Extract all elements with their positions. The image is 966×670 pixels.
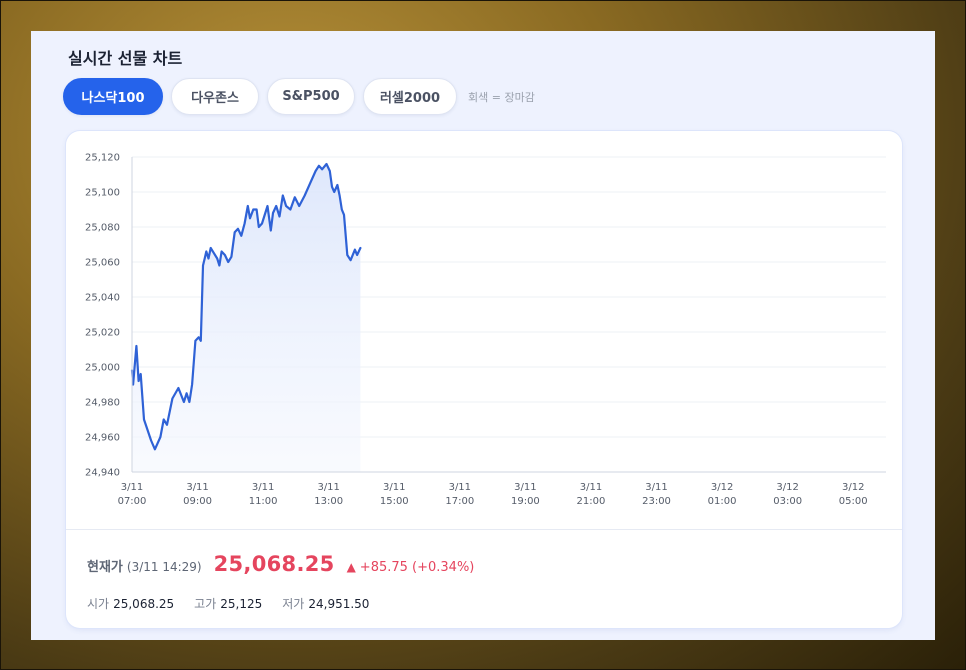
stat-low-value: 24,951.50 [308,597,370,611]
x-tick-date: 3/11 [317,482,339,493]
stat-low: 저가 24,951.50 [282,595,369,612]
y-tick-label: 25,120 [85,153,120,164]
current-price-value: 25,068.25 [213,552,335,576]
y-tick-label: 25,100 [85,188,120,199]
x-tick-date: 3/12 [776,482,798,493]
price-chart[interactable]: 25,120 25,100 25,080 25,060 25,040 25,020 25,0… [66,131,902,529]
stat-open-value: 25,068.25 [113,597,175,611]
x-tick-date: 3/11 [645,482,667,493]
stat-open-label: 시가 [87,597,110,611]
x-tick-time: 11:00 [249,496,278,507]
x-tick-time: 17:00 [445,496,474,507]
y-tick-label: 25,080 [85,223,120,234]
price-change: +85.75 (+0.34%) [359,560,475,575]
closed-market-legend: 회색 = 장마감 [468,90,535,104]
index-tabs: 나스닥100 다우존스 S&P500 러셀2000 회색 = 장마감 [63,78,535,115]
y-tick-label: 25,020 [85,328,120,339]
x-tick-time: 05:00 [839,496,868,507]
tab-dowjones[interactable]: 다우존스 [171,78,259,115]
y-tick-label: 25,000 [85,363,120,374]
stat-open: 시가 25,068.25 [87,595,174,612]
x-tick-time: 09:00 [183,496,212,507]
x-tick-date: 3/11 [186,482,208,493]
x-tick-time: 15:00 [380,496,409,507]
up-arrow-icon: ▲ [346,560,356,574]
page-title: 실시간 선물 차트 [68,49,183,68]
y-tick-label: 24,940 [85,468,120,479]
x-tick-date: 3/11 [252,482,274,493]
current-price-time: (3/11 14:29) [126,560,202,574]
x-tick-time: 23:00 [642,496,671,507]
chart-card: 25,120 25,100 25,080 25,060 25,040 25,020 25,0… [66,131,902,628]
y-tick-label: 24,960 [85,433,120,444]
x-tick-time: 01:00 [708,496,737,507]
x-tick-time: 03:00 [773,496,802,507]
price-area [132,164,361,472]
y-tick-label: 25,040 [85,293,120,304]
tab-nasdaq100[interactable]: 나스닥100 [63,78,163,115]
x-tick-time: 21:00 [577,496,606,507]
x-tick-date: 3/12 [711,482,733,493]
stat-high-value: 25,125 [220,597,263,611]
x-tick-time: 19:00 [511,496,540,507]
divider [66,529,902,530]
futures-chart-panel: 실시간 선물 차트 나스닥100 다우존스 S&P500 러셀2000 회색 =… [31,31,935,640]
tab-sp500[interactable]: S&P500 [267,78,355,115]
y-tick-label: 24,980 [85,398,120,409]
current-price-label: 현재가 [87,560,123,575]
stat-high: 고가 25,125 [194,595,262,612]
x-tick-time: 13:00 [314,496,343,507]
stat-low-label: 저가 [282,597,305,611]
x-tick-date: 3/11 [383,482,405,493]
x-axis: 3/11 07:00 3/11 09:00 3/11 11:00 3/11 13:00 3/11… [118,482,868,507]
ohlc-stats: 시가 25,068.25 고가 25,125 저가 24,951.50 [87,595,389,612]
x-tick-date: 3/11 [514,482,536,493]
stat-high-label: 고가 [194,597,217,611]
x-tick-date: 3/11 [449,482,471,493]
tab-russell2000[interactable]: 러셀2000 [363,78,457,115]
price-line [130,162,362,451]
current-price-row: 현재가 (3/11 14:29) 25,068.25 ▲ +85.75 (+0.… [87,552,474,576]
x-tick-date: 3/11 [121,482,143,493]
y-axis: 25,120 25,100 25,080 25,060 25,040 25,020 25,0… [85,153,120,479]
x-tick-date: 3/11 [580,482,602,493]
y-tick-label: 25,060 [85,258,120,269]
x-tick-time: 07:00 [118,496,147,507]
x-tick-date: 3/12 [842,482,864,493]
